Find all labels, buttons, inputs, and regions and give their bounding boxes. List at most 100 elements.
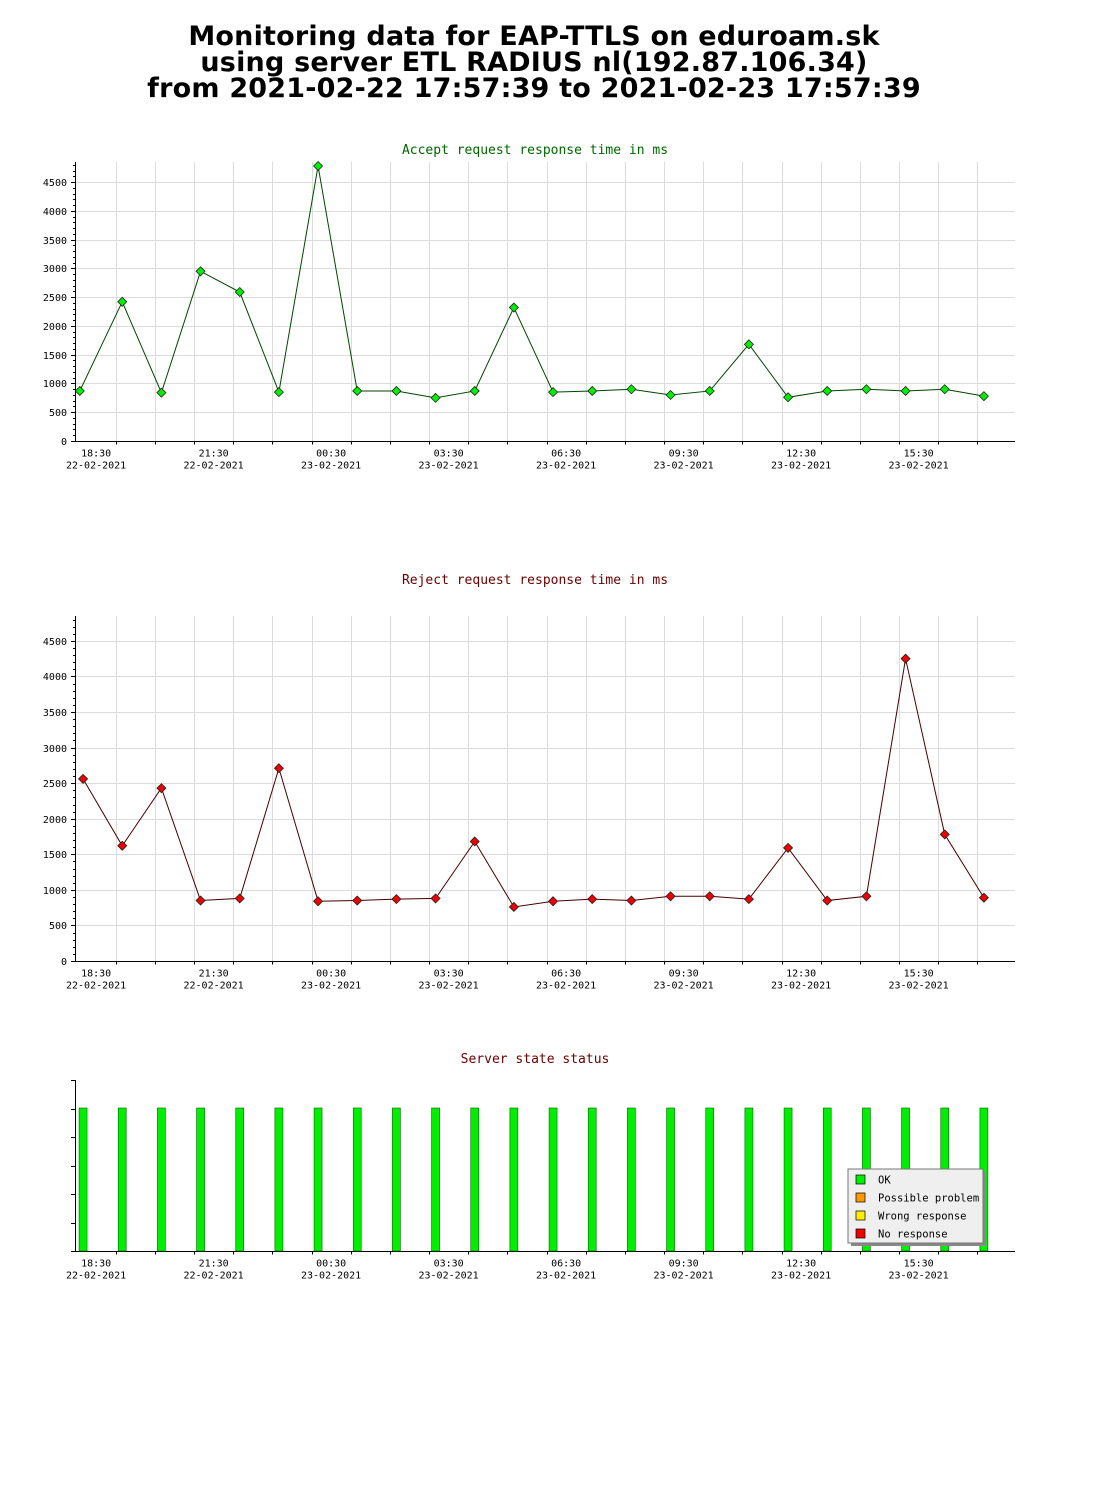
data-point: [508, 901, 519, 913]
page-title-line-2: using server ETL RADIUS nl(192.87.106.34…: [200, 47, 868, 78]
x-tick-label-date: 23-02-2021: [536, 461, 596, 472]
status-bar: [313, 1107, 323, 1252]
data-point: [743, 339, 754, 350]
status-bar: [587, 1107, 597, 1252]
legend-box: [847, 1168, 984, 1244]
data-point: [782, 392, 794, 403]
chart-title: Accept request response time in ms: [402, 143, 668, 158]
x-tick-label-time: 03:30: [434, 1259, 464, 1270]
data-point: [665, 891, 676, 902]
y-tick-label: 3500: [43, 708, 67, 719]
data-point: [822, 895, 833, 906]
x-tick-label-date: 22-02-2021: [66, 981, 126, 992]
x-tick-label-time: 09:30: [669, 969, 699, 980]
x-tick-label-time: 18:30: [81, 969, 111, 980]
legend-label: Wrong response: [878, 1211, 967, 1223]
y-tick-label: 500: [49, 408, 67, 419]
data-point: [939, 829, 950, 840]
x-tick-label-time: 06:30: [551, 449, 581, 460]
data-point: [587, 894, 598, 905]
data-point: [391, 385, 402, 397]
legend-label: Possible problem: [878, 1193, 979, 1205]
data-point: [626, 895, 637, 906]
x-tick-label-date: 23-02-2021: [536, 981, 596, 992]
x-tick-label-time: 03:30: [434, 969, 464, 980]
data-point: [195, 266, 206, 277]
data-point: [861, 384, 872, 395]
x-tick-label-date: 23-02-2021: [771, 1271, 831, 1282]
line-chart-1: 0 500 1000 1500 2000 2500 3000 3500 4000 4500 18:3…: [43, 143, 1015, 472]
data-point: [704, 891, 715, 902]
status-bar: [509, 1107, 519, 1252]
x-tick-label-time: 18:30: [81, 1259, 111, 1270]
data-point: [273, 763, 284, 774]
x-tick-label-time: 00:30: [316, 969, 346, 980]
data-point: [430, 893, 441, 904]
status-bar: [78, 1107, 88, 1252]
x-tick-label-date: 22-02-2021: [184, 461, 244, 472]
data-point: [743, 894, 754, 905]
x-tick-label-time: 21:30: [199, 1259, 229, 1270]
x-tick-label-date: 23-02-2021: [419, 981, 479, 992]
data-point: [312, 160, 324, 172]
status-bar: [117, 1107, 127, 1252]
data-point: [352, 385, 363, 397]
data-point: [469, 836, 480, 847]
y-tick-label: 1500: [43, 351, 67, 362]
status-bar: [666, 1107, 675, 1252]
data-point: [391, 894, 402, 905]
series-line: [79, 165, 984, 399]
status-bar: [352, 1107, 362, 1252]
data-point: [195, 895, 206, 906]
data-point: [665, 389, 676, 401]
data-point: [77, 773, 89, 784]
x-tick-label-date: 22-02-2021: [66, 461, 126, 472]
y-tick-label: 3500: [43, 236, 67, 247]
status-bar: [783, 1107, 793, 1252]
data-point: [900, 385, 911, 397]
data-point: [234, 893, 245, 904]
data-point: [156, 783, 167, 794]
x-tick-label-time: 09:30: [669, 1259, 699, 1270]
x-tick-label-time: 09:30: [669, 449, 699, 460]
x-tick-label-time: 15:30: [904, 969, 934, 980]
y-tick-label: 4500: [43, 178, 67, 189]
y-tick-label: 2500: [43, 779, 67, 790]
status-bar: [822, 1107, 832, 1252]
data-point: [508, 302, 519, 313]
y-tick-label: 1000: [43, 379, 67, 390]
x-tick-label-date: 22-02-2021: [184, 981, 244, 992]
x-tick-label-time: 15:30: [904, 1259, 934, 1270]
x-tick-label-time: 03:30: [434, 449, 464, 460]
y-tick-label: 4000: [43, 672, 67, 683]
x-tick-label-date: 23-02-2021: [419, 461, 479, 472]
status-bar: [392, 1107, 401, 1252]
legend-swatch: [855, 1210, 866, 1221]
status-bar: [627, 1107, 636, 1252]
y-tick-label: 2500: [43, 293, 67, 304]
page-title-line-1: Monitoring data for EAP-TTLS on eduroam.…: [188, 21, 880, 52]
status-chart: 18:3022-02-202121:3022-02-202100:3023-02…: [66, 1052, 1015, 1282]
data-point: [234, 286, 245, 298]
data-point: [704, 385, 715, 397]
data-point: [978, 391, 989, 402]
page-title-line-3: from 2021-02-22 17:57:39 to 2021-02-23 1…: [147, 73, 921, 104]
legend-swatch: [855, 1228, 866, 1239]
status-bar: [196, 1107, 205, 1252]
x-tick-label-date: 23-02-2021: [889, 981, 949, 992]
x-tick-label-date: 23-02-2021: [771, 461, 831, 472]
status-bar: [274, 1107, 284, 1252]
y-tick-label: 2000: [43, 322, 67, 333]
legend-swatch: [855, 1192, 866, 1203]
x-tick-label-time: 00:30: [316, 1259, 346, 1270]
data-point: [547, 387, 559, 398]
y-tick-label: 4000: [43, 207, 67, 218]
x-tick-label-date: 23-02-2021: [654, 1271, 714, 1282]
x-tick-label-date: 23-02-2021: [419, 1271, 479, 1282]
x-tick-label-time: 12:30: [786, 1259, 816, 1270]
x-tick-label-date: 23-02-2021: [889, 1271, 949, 1282]
data-point: [74, 385, 85, 397]
data-point: [469, 385, 480, 397]
x-tick-label-date: 23-02-2021: [654, 461, 714, 472]
x-tick-label-date: 22-02-2021: [66, 1271, 126, 1282]
